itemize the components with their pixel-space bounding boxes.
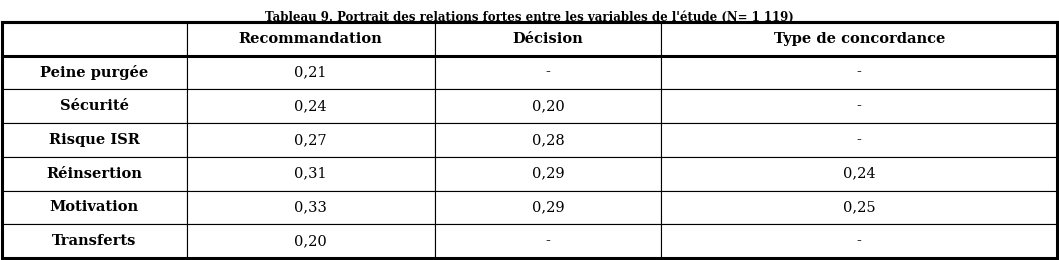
Text: 0,27: 0,27	[294, 133, 327, 147]
Text: 0,29: 0,29	[532, 200, 564, 214]
Text: -: -	[545, 66, 551, 80]
Text: -: -	[857, 66, 862, 80]
Bar	[2, 123, 186, 157]
Text: 0,21: 0,21	[294, 66, 327, 80]
Bar	[186, 56, 434, 89]
Bar	[186, 191, 434, 224]
Text: 0,25: 0,25	[843, 200, 876, 214]
Bar	[434, 191, 662, 224]
Bar	[186, 89, 434, 123]
Bar	[434, 22, 662, 56]
Text: -: -	[857, 99, 862, 113]
Bar	[434, 89, 662, 123]
Bar	[662, 22, 1057, 56]
Text: 0,28: 0,28	[532, 133, 564, 147]
Text: 0,24: 0,24	[843, 167, 876, 181]
Bar	[662, 123, 1057, 157]
Text: Peine purgée: Peine purgée	[40, 65, 148, 80]
Text: Motivation: Motivation	[50, 200, 139, 214]
Bar	[434, 56, 662, 89]
Bar	[2, 191, 186, 224]
Bar	[2, 22, 186, 56]
Text: 0,33: 0,33	[294, 200, 327, 214]
Text: Recommandation: Recommandation	[238, 32, 382, 46]
Bar	[2, 56, 186, 89]
Text: Tableau 9. Portrait des relations fortes entre les variables de l'étude (N= 1 11: Tableau 9. Portrait des relations fortes…	[265, 11, 794, 24]
Bar	[186, 157, 434, 191]
Text: 0,24: 0,24	[294, 99, 327, 113]
Bar	[186, 123, 434, 157]
Text: 0,20: 0,20	[294, 234, 327, 248]
Bar	[186, 224, 434, 258]
Bar	[662, 191, 1057, 224]
Bar	[434, 123, 662, 157]
Bar	[2, 224, 186, 258]
Bar	[662, 56, 1057, 89]
Bar	[662, 224, 1057, 258]
Bar	[434, 157, 662, 191]
Text: Transferts: Transferts	[52, 234, 137, 248]
Text: 0,31: 0,31	[294, 167, 327, 181]
Bar	[186, 22, 434, 56]
Text: -: -	[857, 234, 862, 248]
Text: Sécurité: Sécurité	[59, 99, 129, 113]
Text: Décision: Décision	[513, 32, 584, 46]
Text: 0,29: 0,29	[532, 167, 564, 181]
Text: Type de concordance: Type de concordance	[773, 32, 945, 46]
Text: -: -	[545, 234, 551, 248]
Text: -: -	[857, 133, 862, 147]
Bar	[662, 89, 1057, 123]
Bar	[2, 89, 186, 123]
Bar	[2, 157, 186, 191]
Text: Risque ISR: Risque ISR	[49, 133, 140, 147]
Bar	[434, 224, 662, 258]
Bar	[662, 157, 1057, 191]
Text: 0,20: 0,20	[532, 99, 564, 113]
Text: Réinsertion: Réinsertion	[47, 167, 142, 181]
